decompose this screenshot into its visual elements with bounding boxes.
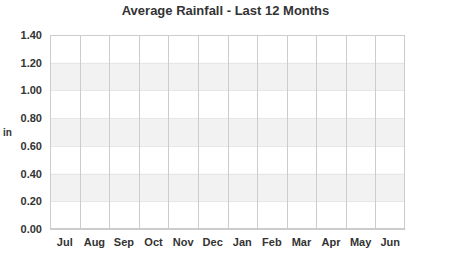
category-separator <box>346 35 347 229</box>
chart: 0.00 0.20 0.40 0.60 0.80 1.00 1.20 1.40 Jul Aug Se… <box>0 0 450 280</box>
x-grid <box>81 35 376 229</box>
y-tick-label: 1.00 <box>21 84 42 96</box>
x-tick-label: Sep <box>114 236 134 248</box>
y-tick-label: 0.00 <box>21 223 42 235</box>
category-separator <box>139 35 140 229</box>
x-tick-label: Oct <box>144 236 163 248</box>
x-tick: Feb <box>262 229 282 248</box>
y-tick: 1.20 <box>21 57 50 69</box>
category-separator <box>228 35 229 229</box>
plot: 0.00 0.20 0.40 0.60 0.80 1.00 1.20 1.40 Jul Aug Se… <box>21 29 406 248</box>
y-tick: 1.40 <box>21 29 50 41</box>
y-tick-label: 0.60 <box>21 140 42 152</box>
category-separator <box>109 35 110 229</box>
x-tick-label: Jul <box>57 236 73 248</box>
y-tick: 0.20 <box>21 195 50 207</box>
plot-frame <box>51 36 405 229</box>
y-tick: 0.60 <box>21 140 50 152</box>
x-axis-line <box>51 229 406 230</box>
grid-line <box>50 63 405 64</box>
y-axis-title: in <box>3 127 12 138</box>
x-tick: Oct <box>144 229 163 248</box>
x-tick-label: Mar <box>292 236 312 248</box>
x-tick: Apr <box>322 229 342 248</box>
plot-background <box>50 35 405 229</box>
y-tick-label: 1.40 <box>21 29 42 41</box>
x-tick-label: Feb <box>262 236 282 248</box>
y-tick: 0.00 <box>21 223 50 235</box>
x-tick-label: Jun <box>380 236 400 248</box>
grid-line <box>50 201 405 202</box>
y-tick-label: 0.20 <box>21 195 42 207</box>
grid-bands <box>50 63 405 202</box>
y-axis-line <box>50 36 51 230</box>
x-tick: Dec <box>203 229 223 248</box>
grid-band <box>50 118 405 146</box>
y-tick: 0.80 <box>21 112 50 124</box>
y-grid <box>50 36 405 230</box>
x-tick: Jan <box>233 229 252 248</box>
category-separator <box>257 35 258 229</box>
x-tick: Jul <box>57 229 73 248</box>
x-axis: Jul Aug Sep Oct Nov Dec Jan Feb Mar Apr May Jun <box>51 229 406 248</box>
x-tick-label: Apr <box>322 236 342 248</box>
grid-band <box>50 174 405 202</box>
x-tick-label: Aug <box>84 236 105 248</box>
grid-line <box>50 118 405 119</box>
grid-line <box>50 174 405 175</box>
x-tick-label: Nov <box>173 236 195 248</box>
x-tick: Nov <box>173 229 195 248</box>
y-tick-label: 1.20 <box>21 57 42 69</box>
y-tick: 1.00 <box>21 84 50 96</box>
x-tick: Aug <box>84 229 105 248</box>
category-separator <box>198 35 199 229</box>
grid-line <box>50 229 405 230</box>
grid-line <box>50 146 405 147</box>
y-tick-label: 0.80 <box>21 112 42 124</box>
x-tick: Mar <box>292 229 312 248</box>
grid-band <box>50 63 405 91</box>
x-tick: Sep <box>114 229 134 248</box>
category-separator <box>80 35 81 229</box>
x-tick-label: May <box>350 236 372 248</box>
category-separator <box>316 35 317 229</box>
y-tick-label: 0.40 <box>21 168 42 180</box>
chart-title: Average Rainfall - Last 12 Months <box>122 3 330 18</box>
x-tick-label: Jan <box>233 236 252 248</box>
category-separator <box>168 35 169 229</box>
category-separator <box>287 35 288 229</box>
x-tick-label: Dec <box>203 236 223 248</box>
grid-line <box>50 90 405 91</box>
y-axis: 0.00 0.20 0.40 0.60 0.80 1.00 1.20 1.40 <box>21 29 51 235</box>
x-tick: Jun <box>380 229 400 248</box>
y-tick: 0.40 <box>21 168 50 180</box>
x-tick: May <box>350 229 372 248</box>
category-separator <box>375 35 376 229</box>
